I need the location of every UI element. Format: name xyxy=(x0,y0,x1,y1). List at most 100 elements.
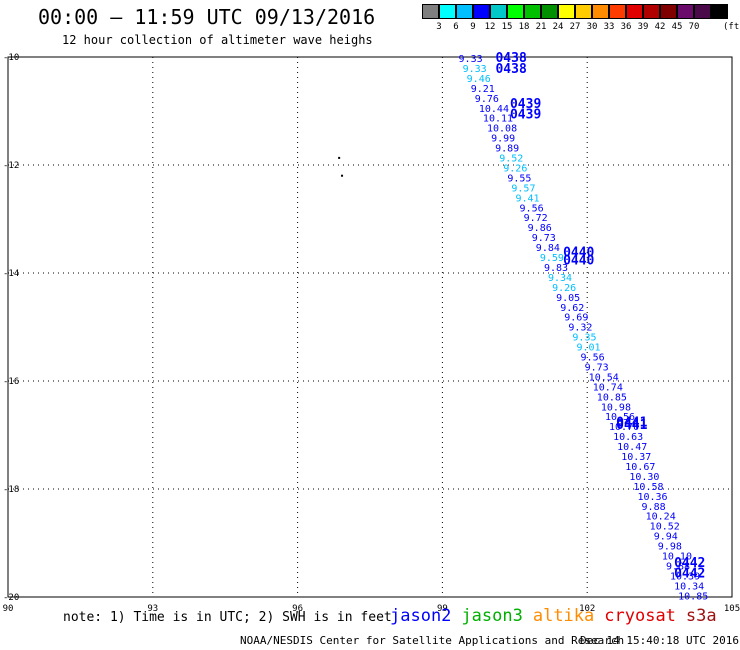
mission-jason3: jason3 xyxy=(461,606,523,626)
time-label: 0442 xyxy=(674,567,705,582)
color-scale-label: 45 xyxy=(671,22,683,32)
footer-credit: NOAA/NESDIS Center for Satellite Applica… xyxy=(240,634,625,647)
swh-value: 10.67 xyxy=(625,462,655,473)
swh-value: 10.30 xyxy=(629,472,659,483)
swh-value: 10.11 xyxy=(483,114,513,125)
swh-value: 10.37 xyxy=(621,452,651,463)
swh-value: 10.47 xyxy=(617,442,647,453)
map-title: 00:00 – 11:59 UTC 09/13/2016 xyxy=(38,5,376,29)
color-scale-unit: (ft) xyxy=(723,22,740,32)
satellite-track: 9.339.339.469.219.7610.4410.1110.089.999… xyxy=(459,54,709,602)
swh-value: 9.88 xyxy=(642,502,666,513)
color-swatch xyxy=(643,4,660,19)
time-label: 0438 xyxy=(495,51,526,66)
latitude-label: -10 xyxy=(3,53,19,63)
color-scale-label: 70 xyxy=(688,22,700,32)
longitude-label: 96 xyxy=(292,604,303,614)
color-swatch xyxy=(422,4,439,19)
color-swatch xyxy=(575,4,592,19)
color-scale-label: 27 xyxy=(569,22,581,32)
color-scale-label: 33 xyxy=(603,22,615,32)
lat-lon-grid xyxy=(8,57,732,597)
color-swatch xyxy=(609,4,626,19)
longitude-labels: 90 93 96 99 102 105 xyxy=(3,604,740,614)
swh-value: 9.57 xyxy=(511,183,535,194)
time-label: 0442 xyxy=(674,556,705,571)
color-scale-label: 15 xyxy=(501,22,513,32)
swh-value: 9.76 xyxy=(475,94,499,105)
time-label: 0439 xyxy=(510,97,541,112)
mission-cryosat: cryosat xyxy=(604,606,676,626)
swh-value: 9.41 xyxy=(515,193,539,204)
swh-value: 9.73 xyxy=(585,362,609,373)
swh-value: 10.70 xyxy=(609,422,639,433)
swh-value: 10.36 xyxy=(637,492,667,503)
swh-value: 9.26 xyxy=(503,163,527,174)
color-scale-label: 21 xyxy=(535,22,547,32)
color-scale-label: 3 xyxy=(436,22,442,32)
time-label: 0440 xyxy=(563,254,594,269)
swh-value: 9.46 xyxy=(467,74,491,85)
color-swatch xyxy=(677,4,694,19)
swh-value: 9.52 xyxy=(499,154,523,165)
color-swatch xyxy=(694,4,711,19)
longitude-label: 90 xyxy=(3,604,14,614)
swh-value: 9.34 xyxy=(548,273,572,284)
island-mark xyxy=(338,156,341,159)
swh-value: 9.83 xyxy=(544,263,568,274)
swh-value: 9.56 xyxy=(520,203,544,214)
swh-value: 10.44 xyxy=(479,104,509,115)
swh-value: 10.08 xyxy=(487,124,517,135)
swh-value: 9.88 xyxy=(666,561,690,572)
color-swatch xyxy=(660,4,677,19)
mission-altika: altika xyxy=(532,606,595,626)
swh-value: 10.98 xyxy=(601,402,631,413)
color-scale-label: 24 xyxy=(552,22,564,32)
color-scale-label: 39 xyxy=(637,22,649,32)
swh-value: 10.56 xyxy=(605,412,635,423)
color-swatch xyxy=(558,4,575,19)
color-scale-label: 36 xyxy=(620,22,632,32)
swh-value: 10.58 xyxy=(633,482,663,493)
swh-value: 10.85 xyxy=(597,392,627,403)
map-frame xyxy=(7,56,733,598)
time-label: 0441 xyxy=(616,416,647,431)
swh-value: 9.56 xyxy=(581,353,605,364)
swh-value: 9.62 xyxy=(560,303,584,314)
swh-value: 10.74 xyxy=(593,382,623,393)
color-swatch xyxy=(541,4,558,19)
swh-value: 10.52 xyxy=(650,522,680,533)
swh-value: 9.35 xyxy=(572,333,596,344)
swh-value: 9.98 xyxy=(658,542,682,553)
swh-value: 10.63 xyxy=(613,432,643,443)
swh-value: 9.55 xyxy=(507,173,531,184)
color-scale-label: 12 xyxy=(484,22,496,32)
swh-value: 10.10 xyxy=(662,552,692,563)
color-swatch xyxy=(711,4,728,19)
color-scale-label: 6 xyxy=(453,22,459,32)
longitude-label: 93 xyxy=(147,604,158,614)
color-swatch xyxy=(507,4,524,19)
swh-value: 9.05 xyxy=(556,293,580,304)
mission-legend: jason2 jason3 altika cryosat s3a xyxy=(390,606,727,626)
longitude-label: 99 xyxy=(437,604,448,614)
swh-value: 9.73 xyxy=(532,233,556,244)
swh-value: 9.33 xyxy=(459,54,483,65)
latitude-label: -20 xyxy=(3,593,19,603)
island-mark xyxy=(341,174,344,177)
swh-value: 9.59 xyxy=(540,253,564,264)
color-swatch xyxy=(490,4,507,19)
mission-s3a: s3a xyxy=(685,606,717,626)
swh-value: 9.32 xyxy=(568,323,592,334)
swh-value: 9.72 xyxy=(524,213,548,224)
latitude-label: -16 xyxy=(3,377,19,387)
color-scale-label: 18 xyxy=(518,22,530,32)
longitude-label: 102 xyxy=(579,604,595,614)
swh-value: 9.89 xyxy=(495,144,519,155)
swh-value: 9.99 xyxy=(491,134,515,145)
latitude-label: -14 xyxy=(3,269,19,279)
map-subtitle: 12 hour collection of altimeter wave hei… xyxy=(62,33,373,47)
time-label: 0441 xyxy=(616,418,647,433)
